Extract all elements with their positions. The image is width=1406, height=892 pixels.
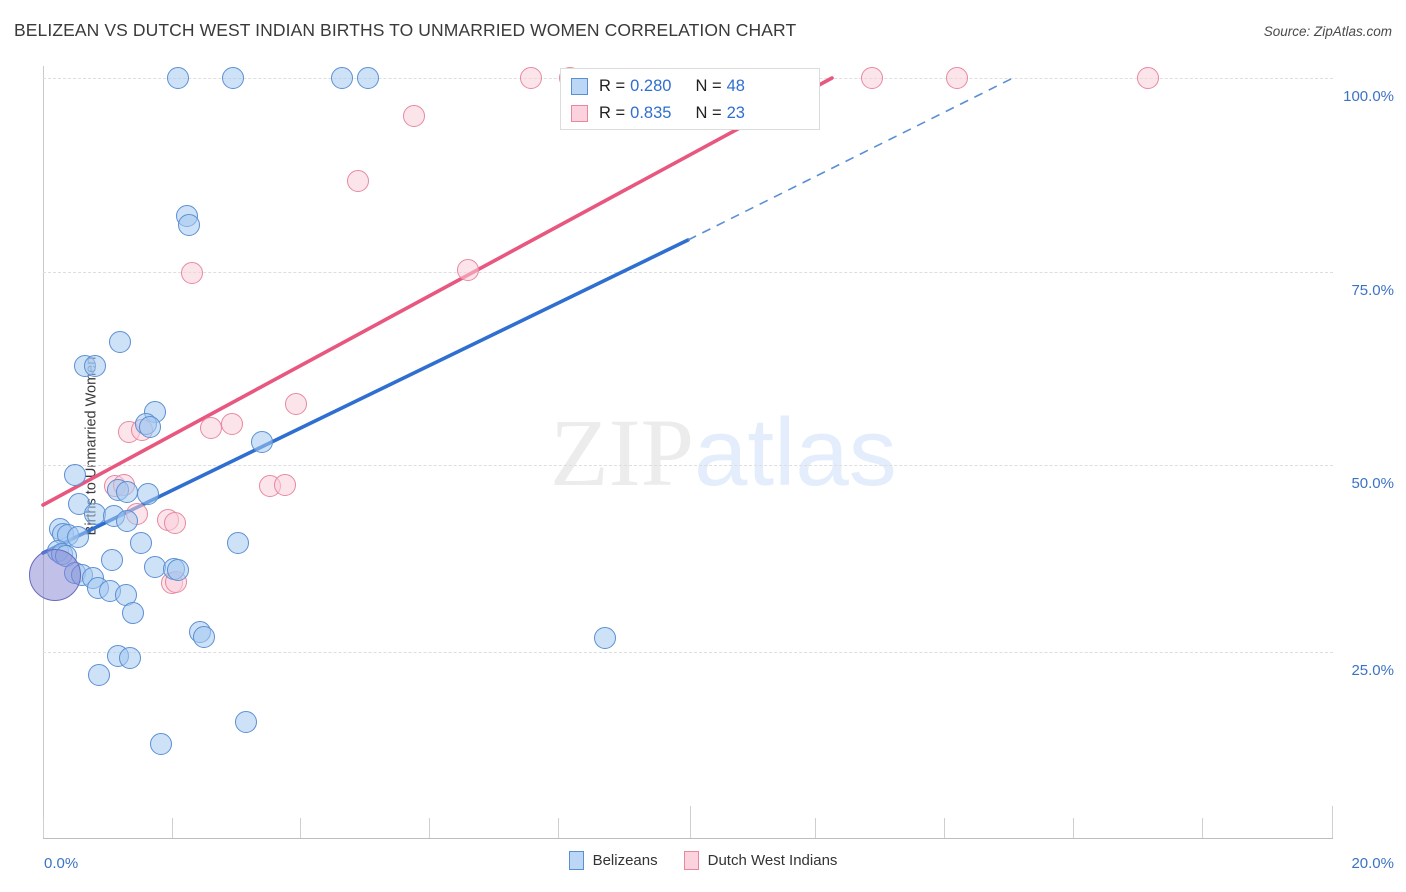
dutch-west-indians-legend-swatch — [683, 851, 699, 870]
data-point-belizean — [67, 526, 89, 548]
stats-row-belizeans: R = 0.280 N = 48 — [571, 73, 809, 100]
belizeans-legend-label: Belizeans — [592, 852, 658, 869]
x-tick-mark-major — [1332, 806, 1333, 838]
dutch-west-indian-trend-line — [41, 76, 834, 507]
data-point-belizean — [88, 664, 110, 686]
data-point-belizean — [193, 626, 215, 648]
gridline — [43, 652, 1333, 653]
data-point-belizean — [357, 67, 379, 89]
page-title: BELIZEAN VS DUTCH WEST INDIAN BIRTHS TO … — [14, 20, 797, 40]
x-axis-max-label: 20.0% — [1351, 855, 1394, 872]
watermark-zip: ZIP — [550, 399, 694, 506]
data-point-dutch-west-indian — [1137, 67, 1159, 89]
legend-item-belizeans[interactable]: Belizeans — [568, 851, 658, 870]
y-tick-label: 75.0% — [1351, 282, 1394, 299]
x-tick-mark — [944, 818, 945, 838]
stats-row-dutch-west-indians: R = 0.835 N = 23 — [571, 100, 809, 127]
x-tick-mark — [558, 818, 559, 838]
y-tick-label: 50.0% — [1351, 475, 1394, 492]
n-value-dutch-west-indians: 23 — [726, 104, 745, 122]
n-label-belizeans: N = — [695, 77, 722, 95]
data-point-belizean — [150, 733, 172, 755]
x-tick-mark — [172, 818, 173, 838]
series-legend: Belizeans Dutch West Indians — [0, 851, 1406, 870]
belizeans-legend-swatch — [568, 851, 584, 870]
data-point-belizean — [109, 331, 131, 353]
data-point-belizean — [119, 647, 141, 669]
x-tick-mark — [815, 818, 816, 838]
data-point-belizean — [178, 214, 200, 236]
data-point-belizean — [64, 464, 86, 486]
data-point-belizean — [331, 67, 353, 89]
data-point-dutch-west-indian — [181, 262, 203, 284]
n-value-belizeans: 48 — [726, 77, 745, 95]
data-point-belizean — [137, 483, 159, 505]
x-tick-mark — [429, 818, 430, 838]
y-tick-label: 100.0% — [1343, 88, 1394, 105]
data-point-belizean — [227, 532, 249, 554]
x-tick-mark — [300, 818, 301, 838]
r-label-belizeans: R = — [599, 77, 626, 95]
x-tick-mark — [43, 818, 44, 838]
data-point-dutch-west-indian — [221, 413, 243, 435]
data-point-belizean — [594, 627, 616, 649]
correlation-stats-legend: R = 0.280 N = 48 R = 0.835 N = 23 — [560, 68, 820, 130]
zipatlas-watermark: ZIPatlas — [550, 405, 897, 501]
data-point-dutch-west-indian — [164, 512, 186, 534]
data-point-dutch-west-indian — [861, 67, 883, 89]
data-point-belizean — [235, 711, 257, 733]
x-tick-mark — [1073, 818, 1074, 838]
gridline — [43, 465, 1333, 466]
data-point-belizean — [116, 510, 138, 532]
x-tick-mark — [1202, 818, 1203, 838]
dutch-west-indians-legend-label: Dutch West Indians — [707, 852, 838, 869]
data-point-dutch-west-indian — [347, 170, 369, 192]
data-point-belizean — [84, 355, 106, 377]
source-label: Source: ZipAtlas.com — [1263, 24, 1392, 39]
data-point-belizean — [101, 549, 123, 571]
data-point-belizean — [130, 532, 152, 554]
r-value-dutch-west-indians: 0.835 — [630, 104, 672, 122]
y-axis-line — [43, 66, 44, 838]
data-point-belizean — [139, 416, 161, 438]
data-point-dutch-west-indian — [200, 417, 222, 439]
data-point-belizean — [116, 481, 138, 503]
data-point-dutch-west-indian — [274, 474, 296, 496]
n-label-dutch-west-indians: N = — [695, 104, 722, 122]
data-point-cluster-overlap — [29, 549, 81, 601]
r-value-belizeans: 0.280 — [630, 77, 672, 95]
x-tick-mark-major — [690, 806, 691, 838]
data-point-belizean — [122, 602, 144, 624]
data-point-belizean — [222, 67, 244, 89]
data-point-dutch-west-indian — [946, 67, 968, 89]
watermark-atlas: atlas — [694, 399, 897, 506]
data-point-belizean — [167, 559, 189, 581]
data-point-dutch-west-indian — [403, 105, 425, 127]
data-point-dutch-west-indian — [285, 393, 307, 415]
dutch-west-indian-color-swatch — [571, 105, 588, 122]
x-axis-min-label: 0.0% — [44, 855, 79, 872]
legend-item-dutch-west-indians[interactable]: Dutch West Indians — [683, 851, 838, 870]
y-tick-label: 25.0% — [1351, 662, 1394, 679]
r-label-dutch-west-indians: R = — [599, 104, 626, 122]
data-point-belizean — [167, 67, 189, 89]
data-point-dutch-west-indian — [457, 259, 479, 281]
data-point-belizean — [251, 431, 273, 453]
belizean-color-swatch — [571, 78, 588, 95]
data-point-dutch-west-indian — [520, 67, 542, 89]
x-axis-line — [43, 838, 1333, 839]
gridline — [43, 272, 1333, 273]
